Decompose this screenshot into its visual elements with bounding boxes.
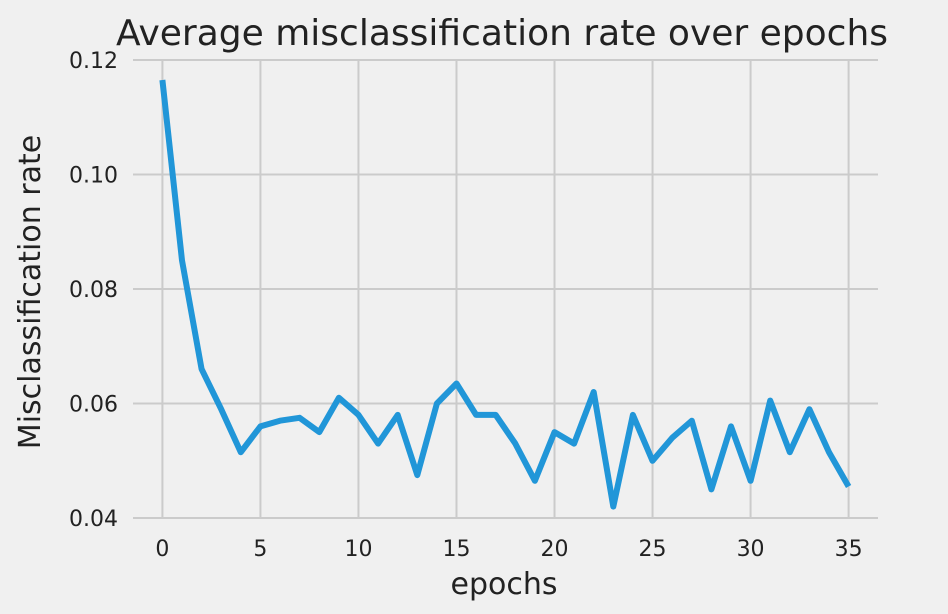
y-tick-label: 0.04 (69, 507, 118, 532)
y-axis-label: Misclassification rate (13, 135, 48, 449)
tick-layer: 0 5 10 15 20 25 30 35 0.04 0.06 0.08 0.10 0.12 (69, 49, 863, 562)
x-tick-label: 20 (541, 537, 569, 562)
y-tick-label: 0.06 (69, 393, 118, 418)
x-tick-label: 15 (442, 537, 470, 562)
x-tick-label: 5 (253, 537, 267, 562)
series-line (159, 79, 852, 510)
chart-title: Average misclassification rate over epoc… (116, 13, 888, 54)
x-tick-label: 30 (737, 537, 765, 562)
y-tick-label: 0.10 (69, 164, 118, 189)
grid-layer (133, 59, 878, 519)
x-tick-label: 25 (639, 537, 667, 562)
x-tick-label: 0 (155, 537, 169, 562)
x-tick-label: 10 (344, 537, 372, 562)
y-tick-label: 0.12 (69, 49, 118, 74)
x-tick-label: 35 (835, 537, 863, 562)
x-axis-label: epochs (451, 567, 558, 602)
series-layer (159, 79, 852, 510)
y-tick-label: 0.08 (69, 278, 118, 303)
